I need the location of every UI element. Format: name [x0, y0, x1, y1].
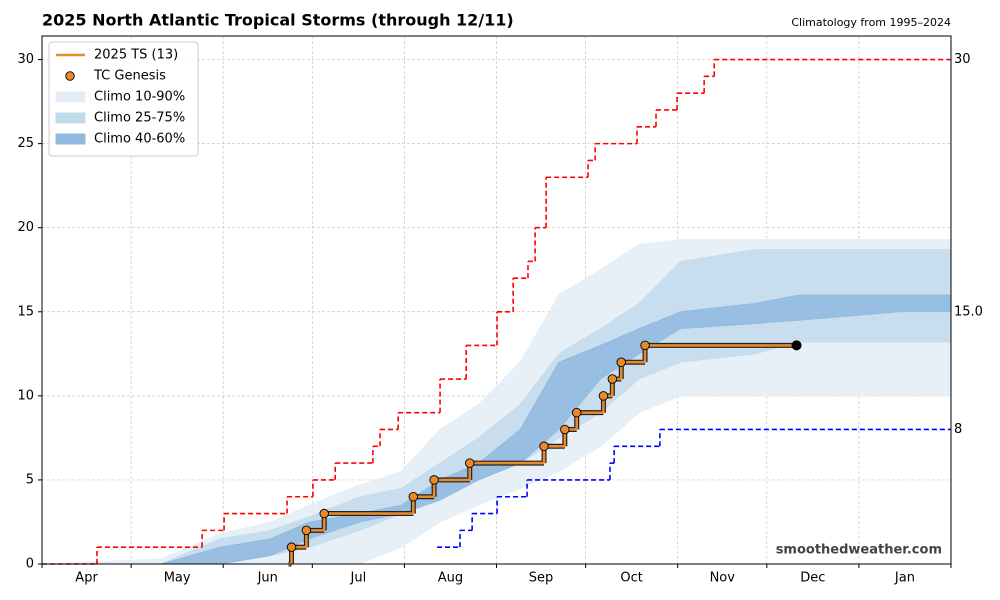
x-tick-label: Apr — [75, 571, 98, 586]
legend-swatch — [55, 133, 86, 145]
x-tick-label: Jan — [894, 571, 915, 586]
y-tick-label: 10 — [17, 388, 34, 403]
end-label: 30 — [954, 52, 971, 67]
legend-swatch — [55, 112, 86, 124]
x-tick-label: Aug — [438, 571, 463, 586]
genesis-point — [319, 508, 329, 519]
series-layer — [41, 58, 952, 567]
y-tick-label: 25 — [17, 136, 34, 151]
genesis-point — [301, 525, 312, 536]
x-tick-label: Nov — [710, 571, 736, 586]
legend-box — [48, 41, 199, 157]
chart-subtitle: Climatology from 1995–2024 — [791, 16, 951, 29]
x-tick-label: May — [164, 571, 191, 586]
legend-label: 2025 TS (13) — [94, 48, 178, 63]
y-tick-label: 15 — [17, 304, 34, 319]
plot-frame — [41, 35, 952, 565]
chart-title: 2025 North Atlantic Tropical Storms (thr… — [42, 11, 514, 30]
legend-swatch — [55, 91, 86, 103]
x-tick-label: Sep — [529, 571, 554, 586]
genesis-point — [286, 542, 297, 552]
legend-swatch — [65, 71, 75, 81]
genesis-point — [571, 407, 582, 418]
genesis-point — [598, 391, 609, 401]
genesis-point — [607, 374, 618, 384]
genesis-point — [539, 441, 549, 452]
legend-label: Climo 10-90% — [94, 90, 185, 105]
genesis-point — [465, 458, 475, 468]
axes: 0 5 10 15 20 25 30 Apr May Jun Jul Aug Sep Oct Nov Dec J… — [17, 35, 983, 586]
y-tick-label: 20 — [17, 220, 34, 235]
legend-label: Climo 25-75% — [94, 111, 185, 126]
legend-label: TC Genesis — [93, 69, 166, 84]
end-label: 8 — [954, 422, 962, 437]
x-tick-label: Jul — [350, 571, 367, 586]
genesis-point — [408, 491, 419, 502]
x-tick-label: Jun — [257, 571, 278, 586]
y-tick-label: 0 — [26, 557, 34, 572]
latest-point — [791, 340, 802, 351]
genesis-point — [560, 424, 570, 435]
genesis-point — [640, 340, 650, 351]
x-tick-label: Oct — [620, 571, 642, 586]
y-tick-label: 5 — [26, 472, 34, 487]
legend-label: Climo 40-60% — [94, 132, 185, 147]
end-label: 15.0 — [954, 304, 983, 319]
genesis-point — [429, 475, 439, 485]
x-tick-label: Dec — [800, 571, 825, 586]
watermark: smoothedweather.com — [776, 543, 942, 558]
y-tick-label: 30 — [17, 52, 34, 67]
genesis-point — [616, 357, 627, 367]
